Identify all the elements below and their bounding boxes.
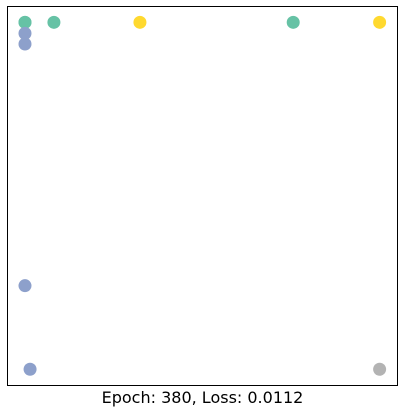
data-point-10 <box>23 362 37 376</box>
data-point-7 <box>18 26 32 40</box>
plot-area <box>7 6 398 386</box>
data-point-5 <box>286 15 300 29</box>
chart-caption: Epoch: 380, Loss: 0.0112 <box>101 388 304 407</box>
data-point-4 <box>133 15 147 29</box>
data-point-3 <box>47 15 61 29</box>
data-point-8 <box>18 37 32 51</box>
data-point-6 <box>373 15 387 29</box>
data-point-9 <box>18 279 32 293</box>
data-point-2 <box>18 15 32 29</box>
scatter-plot <box>18 15 387 376</box>
data-point-11 <box>373 362 387 376</box>
